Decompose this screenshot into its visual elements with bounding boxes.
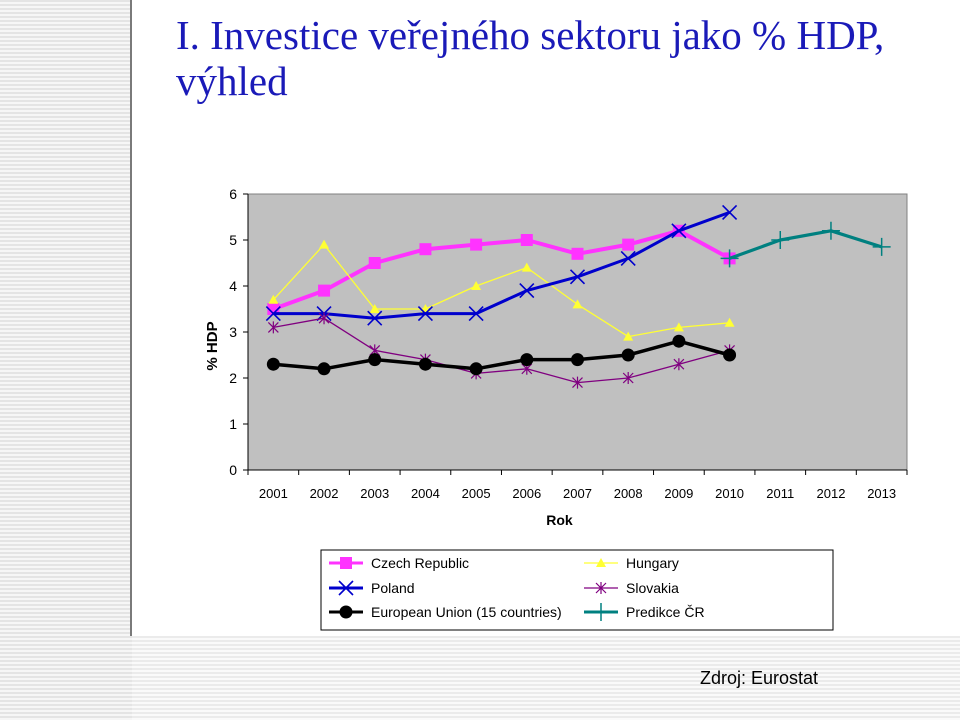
series-line-predikce-r bbox=[729, 229, 883, 260]
x-tick-label: 2008 bbox=[614, 486, 643, 501]
slide-title: I. Investice veřejného sektoru jako % HD… bbox=[176, 12, 885, 104]
data-point-hungary bbox=[623, 331, 634, 341]
y-tick-label: 6 bbox=[229, 186, 237, 202]
data-point-european-union-15-countries bbox=[621, 348, 635, 362]
bottom-decorative-band-inner bbox=[132, 636, 960, 720]
series-line-poland bbox=[273, 210, 731, 320]
data-point-european-union-15-countries bbox=[723, 348, 737, 362]
data-point-slovakia bbox=[673, 358, 685, 371]
legend-label: Slovakia bbox=[626, 580, 679, 596]
y-tick-label: 2 bbox=[229, 370, 237, 386]
x-tick-label: 2005 bbox=[462, 486, 491, 501]
y-tick-label: 4 bbox=[229, 278, 237, 294]
data-point-european-union-15-countries bbox=[571, 353, 584, 367]
data-point-slovakia bbox=[267, 321, 279, 334]
x-tick-label: 2003 bbox=[360, 486, 389, 501]
data-point-czech-republic bbox=[267, 303, 280, 315]
legend-marker bbox=[339, 605, 353, 619]
data-point-european-union-15-countries bbox=[520, 353, 534, 367]
data-point-predikce-r bbox=[720, 249, 739, 268]
data-point-poland bbox=[367, 310, 383, 326]
source-note: Zdroj: Eurostat bbox=[700, 668, 819, 688]
data-point-poland bbox=[620, 250, 636, 266]
x-tick-label: 2004 bbox=[411, 486, 440, 501]
chart-area: 0 1 2 3 4 5 6 2001 2002 2003 2004 2005 2006 2007 2008 2… bbox=[185, 170, 918, 633]
left-decorative-stripe bbox=[0, 0, 130, 720]
data-point-poland bbox=[468, 306, 484, 322]
data-point-hungary bbox=[521, 262, 532, 272]
legend-label: Czech Republic bbox=[371, 555, 469, 571]
stripe-divider bbox=[130, 0, 132, 720]
data-point-hungary bbox=[369, 304, 380, 313]
data-point-predikce-r bbox=[872, 237, 891, 256]
data-point-czech-republic bbox=[520, 234, 533, 246]
legend-marker bbox=[592, 603, 610, 621]
data-point-poland bbox=[265, 306, 281, 322]
data-point-hungary bbox=[268, 294, 279, 304]
data-point-hungary bbox=[572, 299, 583, 309]
legend-label: Hungary bbox=[626, 555, 679, 571]
data-point-czech-republic bbox=[318, 284, 331, 297]
x-tick-label: 2001 bbox=[259, 486, 288, 501]
data-point-european-union-15-countries bbox=[469, 362, 483, 376]
legend-marker bbox=[596, 558, 606, 567]
x-tick-label: 2013 bbox=[867, 486, 896, 501]
data-point-european-union-15-countries bbox=[672, 334, 686, 348]
data-point-slovakia bbox=[622, 372, 634, 384]
plot-area bbox=[247, 193, 908, 471]
legend-marker bbox=[340, 557, 352, 569]
line-chart: 0 1 2 3 4 5 6 2001 2002 2003 2004 2005 2006 2007 2008 2… bbox=[204, 186, 908, 631]
data-point-czech-republic bbox=[622, 238, 635, 251]
data-point-hungary bbox=[319, 239, 330, 249]
data-point-czech-republic bbox=[419, 243, 432, 256]
series-line-hungary bbox=[272, 243, 730, 338]
data-point-czech-republic bbox=[368, 257, 381, 269]
legend-label: European Union (15 countries) bbox=[371, 604, 562, 620]
series-line-slovakia bbox=[273, 317, 730, 384]
y-axis-title: % HDP bbox=[204, 321, 221, 370]
data-point-slovakia bbox=[318, 312, 330, 325]
legend-marker bbox=[595, 582, 607, 594]
data-point-czech-republic bbox=[470, 238, 483, 251]
data-point-european-union-15-countries bbox=[418, 357, 432, 371]
data-point-hungary bbox=[673, 322, 684, 332]
data-point-poland bbox=[671, 223, 687, 239]
x-tick-label: 2011 bbox=[766, 486, 794, 501]
x-tick-label: 2012 bbox=[817, 486, 846, 501]
legend-box bbox=[320, 549, 834, 631]
x-tick-label: 2009 bbox=[664, 486, 693, 501]
y-tick-label: 1 bbox=[229, 416, 237, 432]
x-tick-label: 2010 bbox=[715, 486, 744, 501]
data-point-poland bbox=[519, 283, 535, 299]
y-tick-label: 0 bbox=[229, 462, 237, 478]
data-point-european-union-15-countries bbox=[368, 353, 382, 367]
series-line-european-union-15-countries bbox=[273, 339, 731, 371]
data-point-hungary bbox=[724, 317, 735, 327]
data-point-european-union-15-countries bbox=[317, 362, 331, 376]
data-point-european-union-15-countries bbox=[266, 357, 280, 371]
data-point-slovakia bbox=[572, 376, 583, 389]
data-point-poland bbox=[722, 204, 738, 220]
x-tick-label: 2006 bbox=[512, 486, 541, 501]
x-tick-label: 2007 bbox=[563, 486, 592, 501]
data-point-hungary bbox=[471, 281, 482, 290]
legend-label: Predikce ČR bbox=[626, 604, 705, 620]
data-point-predikce-r bbox=[771, 231, 790, 249]
legend-label: Poland bbox=[371, 580, 415, 596]
x-tick-label: 2002 bbox=[310, 486, 339, 501]
data-point-poland bbox=[569, 269, 586, 285]
data-point-poland bbox=[417, 306, 433, 322]
y-tick-label: 5 bbox=[229, 232, 237, 248]
legend-marker bbox=[338, 580, 354, 596]
data-point-czech-republic bbox=[571, 247, 584, 260]
data-point-predikce-r bbox=[821, 221, 840, 240]
y-tick-label: 3 bbox=[229, 324, 237, 340]
x-axis-title: Rok bbox=[546, 512, 573, 528]
